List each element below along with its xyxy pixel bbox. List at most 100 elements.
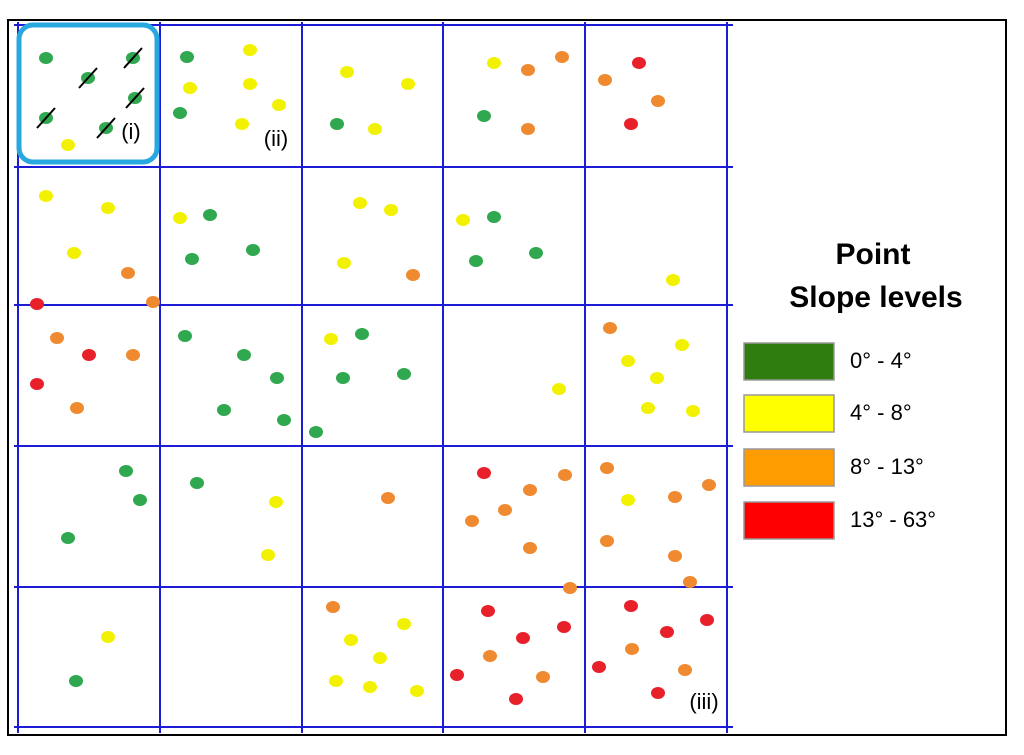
point — [180, 51, 194, 63]
point — [678, 664, 692, 676]
point — [487, 57, 501, 69]
point — [61, 532, 75, 544]
point — [621, 355, 635, 367]
point — [481, 605, 495, 617]
point — [101, 631, 115, 643]
cell-label: (ii) — [264, 126, 288, 151]
legend-swatch — [743, 501, 835, 540]
legend-label: 8° - 13° — [850, 454, 924, 479]
legend: 0° - 4° 4° - 8° 8° - 13° 13° - 63° — [743, 342, 936, 540]
point — [523, 542, 537, 554]
point — [368, 123, 382, 135]
frame — [7, 19, 1007, 736]
point — [61, 139, 75, 151]
point — [521, 123, 535, 135]
legend-swatch — [743, 448, 835, 487]
point — [456, 214, 470, 226]
point — [185, 253, 199, 265]
point — [666, 274, 680, 286]
point — [67, 247, 81, 259]
point — [39, 190, 53, 202]
point — [651, 95, 665, 107]
point — [353, 197, 367, 209]
point — [660, 626, 674, 638]
slope-dash — [96, 117, 116, 139]
point — [277, 414, 291, 426]
cell-label: (iii) — [689, 689, 718, 714]
point — [401, 78, 415, 90]
legend-title: Point — [836, 238, 911, 271]
point — [217, 404, 231, 416]
point — [600, 535, 614, 547]
point — [39, 52, 53, 64]
point — [119, 465, 133, 477]
points — [30, 44, 716, 705]
point — [101, 202, 115, 214]
point — [650, 372, 664, 384]
point — [324, 333, 338, 345]
point — [516, 632, 530, 644]
point — [397, 618, 411, 630]
point — [30, 378, 44, 390]
point — [337, 257, 351, 269]
point — [600, 462, 614, 474]
legend-swatch — [743, 342, 835, 381]
point — [235, 118, 249, 130]
slope-dash — [123, 47, 143, 69]
point — [246, 244, 260, 256]
point — [557, 621, 571, 633]
point — [624, 600, 638, 612]
point — [521, 64, 535, 76]
point — [397, 368, 411, 380]
point — [373, 652, 387, 664]
point — [477, 467, 491, 479]
point — [30, 298, 44, 310]
point — [592, 661, 606, 673]
point — [598, 74, 612, 86]
point — [336, 372, 350, 384]
point — [70, 402, 84, 414]
point — [82, 349, 96, 361]
point — [203, 209, 217, 221]
point — [668, 491, 682, 503]
point — [651, 687, 665, 699]
point — [552, 383, 566, 395]
legend-label: 13° - 63° — [850, 507, 936, 532]
point — [69, 675, 83, 687]
point — [133, 494, 147, 506]
legend-swatch — [743, 394, 835, 433]
point — [384, 204, 398, 216]
point — [555, 51, 569, 63]
legend-label: 4° - 8° — [850, 400, 912, 425]
point — [465, 515, 479, 527]
point — [237, 349, 251, 361]
point — [126, 349, 140, 361]
point — [675, 339, 689, 351]
point — [50, 332, 64, 344]
point — [261, 549, 275, 561]
point — [558, 469, 572, 481]
point — [702, 479, 716, 491]
point — [509, 693, 523, 705]
cell-label: (i) — [121, 119, 141, 144]
highlight-box — [16, 22, 160, 165]
point — [410, 685, 424, 697]
legend-label: 0° - 4° — [850, 348, 912, 373]
point — [121, 267, 135, 279]
point — [523, 484, 537, 496]
point — [529, 247, 543, 259]
point — [344, 634, 358, 646]
point — [330, 118, 344, 130]
slope-dash — [125, 87, 145, 109]
slope-dash — [36, 107, 56, 129]
point — [309, 426, 323, 438]
point — [603, 322, 617, 334]
slope-dash — [78, 67, 98, 89]
point — [406, 269, 420, 281]
point — [536, 671, 550, 683]
point — [632, 57, 646, 69]
point — [624, 118, 638, 130]
point — [326, 601, 340, 613]
